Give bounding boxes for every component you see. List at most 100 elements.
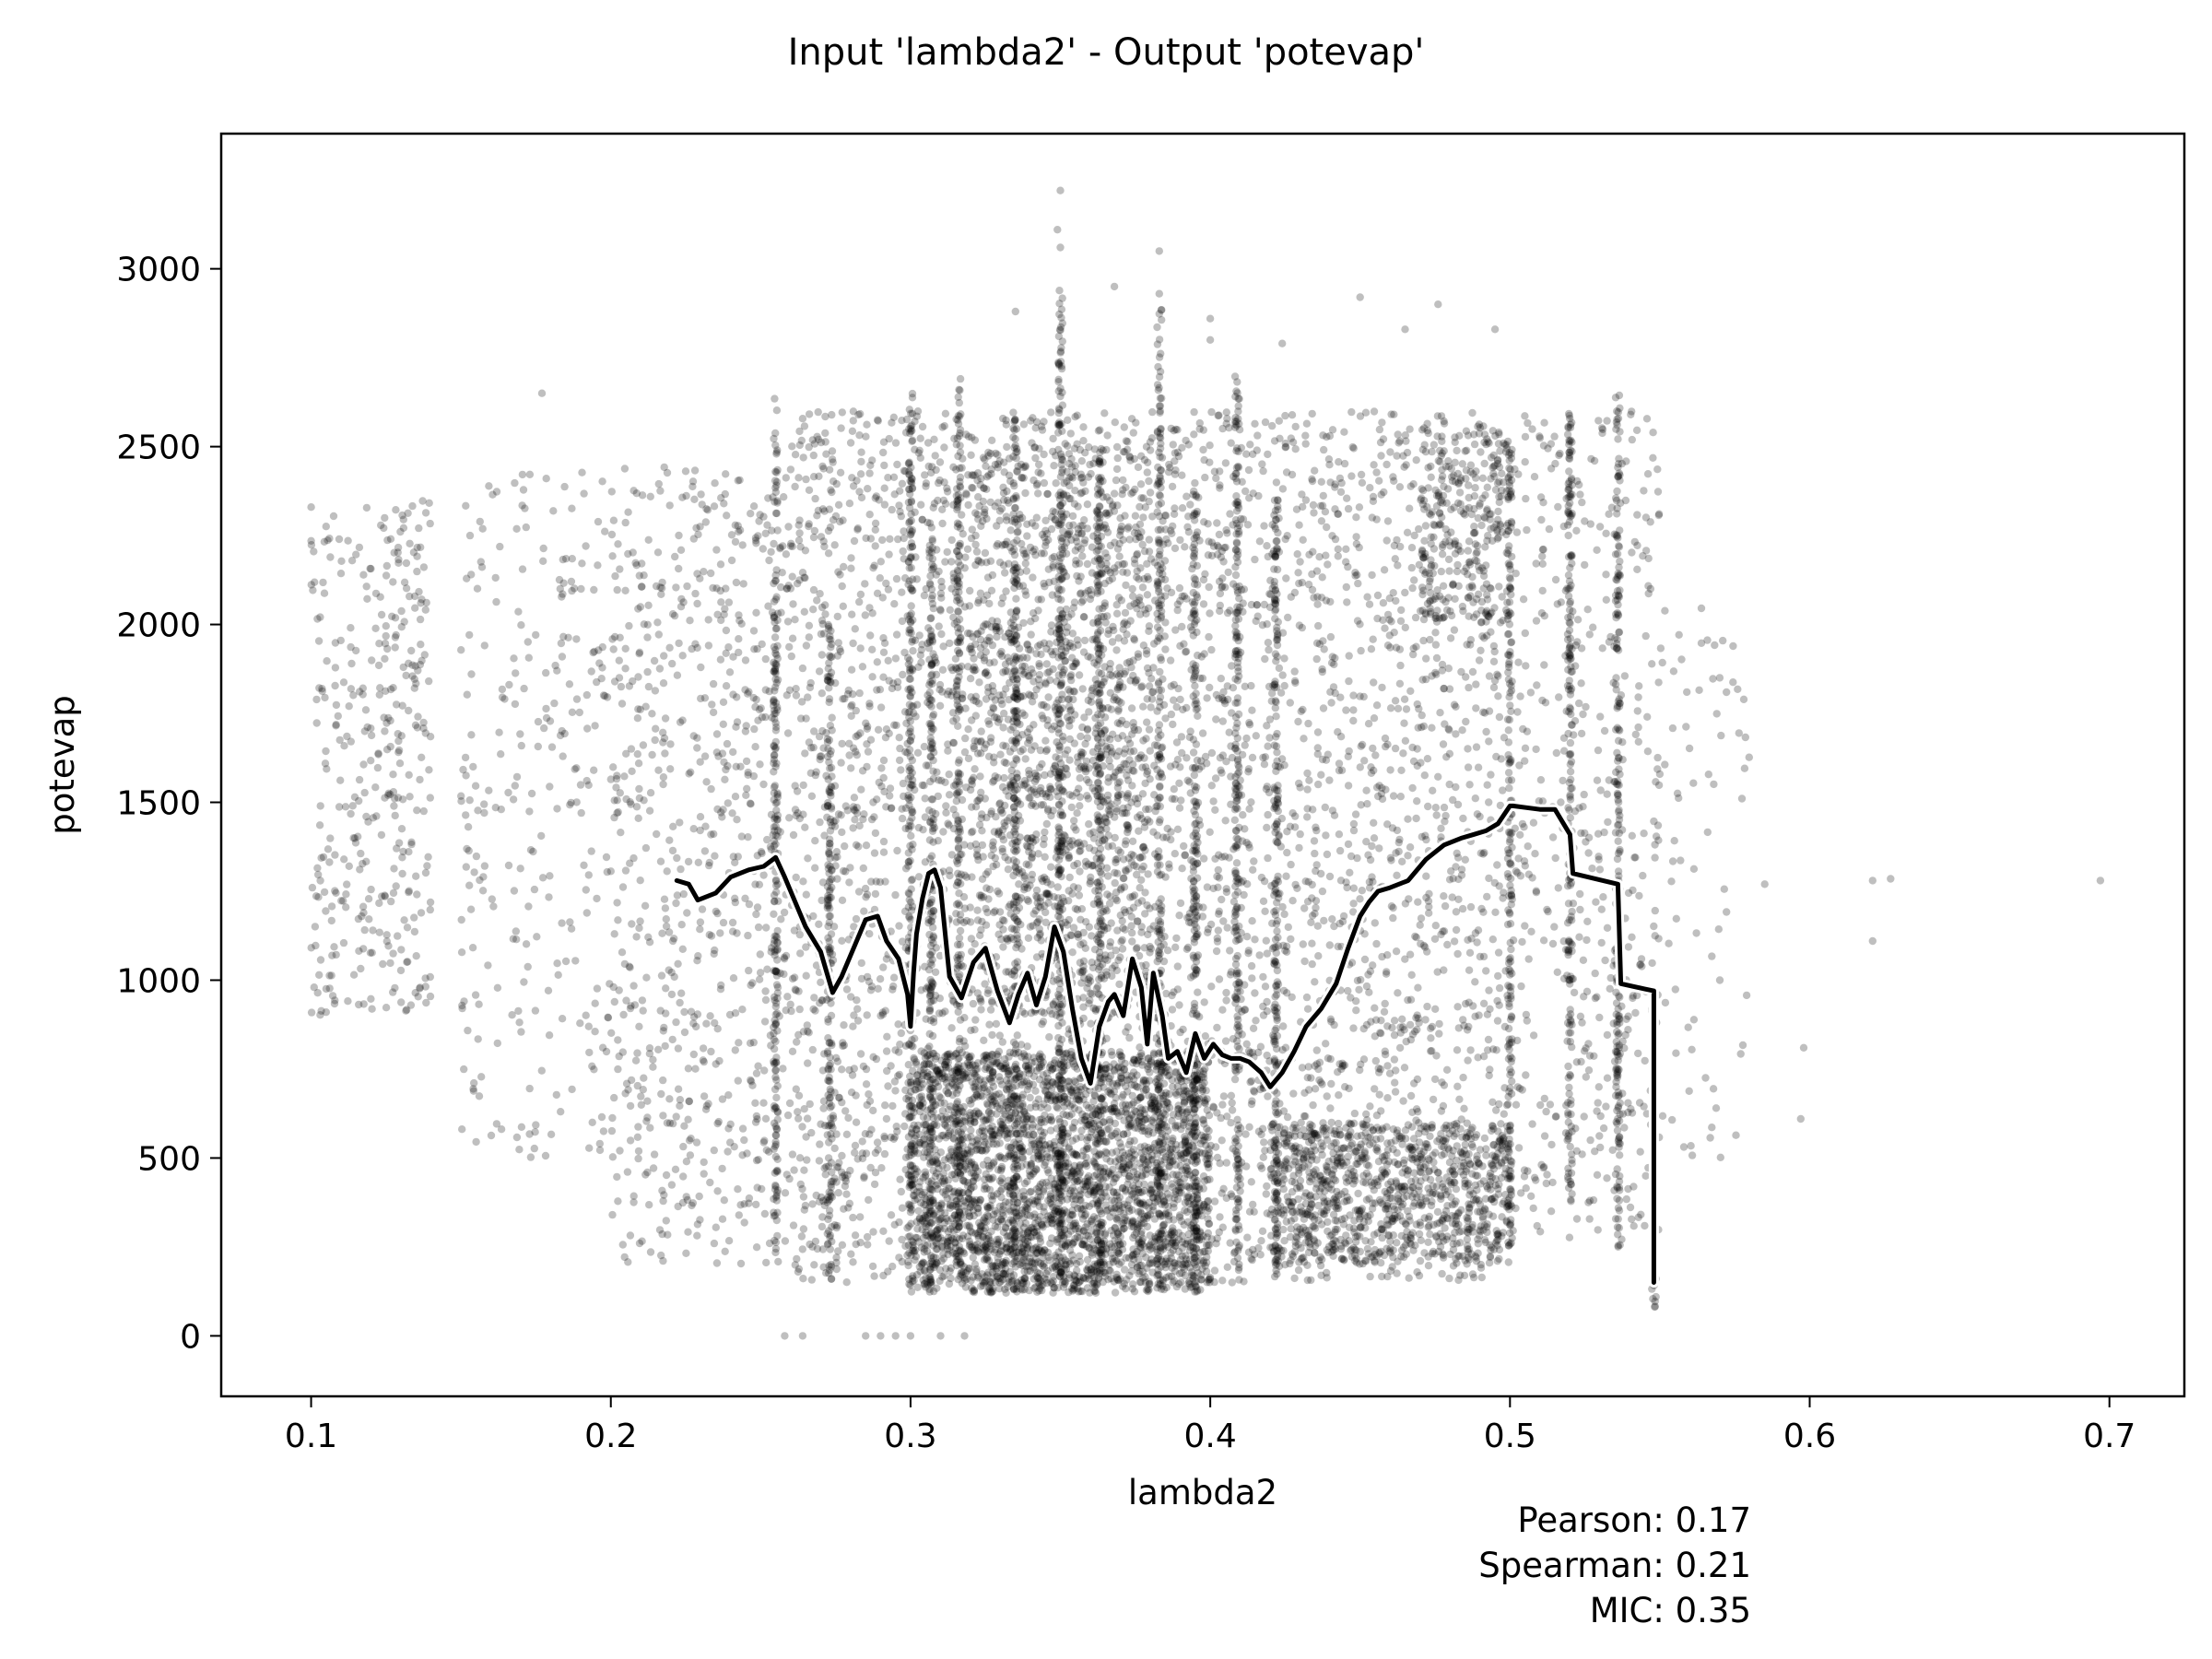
scatter-point <box>937 629 946 639</box>
scatter-point <box>922 761 931 770</box>
scatter-point <box>694 952 702 960</box>
scatter-point <box>725 1010 735 1019</box>
scatter-point <box>417 599 425 607</box>
scatter-point <box>570 584 579 593</box>
scatter-point <box>332 950 340 959</box>
scatter-point <box>621 866 630 875</box>
scatter-point <box>587 667 595 676</box>
scatter-point <box>837 424 845 432</box>
scatter-point <box>371 624 380 632</box>
scatter-point <box>612 783 620 792</box>
scatter-point <box>942 808 950 817</box>
scatter-point <box>517 621 525 629</box>
scatter-point <box>733 693 741 701</box>
scatter-point <box>891 890 900 900</box>
scatter-point <box>1168 482 1177 491</box>
scatter-point <box>1167 710 1176 719</box>
scatter-point <box>639 1006 647 1015</box>
scatter-point <box>710 949 718 959</box>
scatter-point <box>701 822 710 830</box>
scatter-point <box>418 753 426 761</box>
scatter-point <box>1215 1228 1224 1237</box>
scatter-point <box>678 1198 688 1207</box>
scatter-point <box>374 749 382 758</box>
scatter-point <box>531 1128 539 1136</box>
scatter-point <box>661 714 670 723</box>
scatter-point <box>707 569 715 578</box>
scatter-point <box>512 772 522 782</box>
scatter-point <box>318 685 326 693</box>
scatter-point <box>676 1101 684 1111</box>
scatter-point <box>504 788 512 797</box>
scatter-point <box>767 810 776 819</box>
scatter-point <box>891 1087 900 1095</box>
scatter-point <box>1004 865 1013 874</box>
scatter-point <box>809 451 818 460</box>
scatter-point <box>847 1250 855 1258</box>
scatter-point <box>754 1156 762 1164</box>
scatter-point <box>1189 847 1197 855</box>
scatter-point <box>900 1122 909 1131</box>
scatter-point <box>394 543 403 552</box>
scatter-point <box>861 580 869 588</box>
scatter-point <box>867 815 877 824</box>
scatter-point <box>468 943 477 952</box>
scatter-point <box>833 612 841 621</box>
scatter-point <box>644 933 653 941</box>
scatter-point <box>670 611 679 620</box>
scatter-point <box>862 1080 871 1088</box>
scatter-point <box>802 641 811 650</box>
scatter-point <box>572 798 581 806</box>
scatter-point <box>794 536 804 545</box>
scatter-point <box>716 586 724 595</box>
scatter-point <box>697 490 705 499</box>
scatter-point <box>921 794 929 803</box>
scatter-point <box>460 997 468 1006</box>
scatter-point <box>1259 897 1268 905</box>
scatter-point <box>719 806 727 814</box>
scatter-point <box>710 502 719 511</box>
scatter-point <box>972 547 982 556</box>
scatter-point <box>312 941 320 950</box>
scatter-point <box>635 648 644 656</box>
scatter-point <box>849 639 857 648</box>
scatter-point <box>392 506 400 514</box>
scatter-point <box>382 719 391 727</box>
scatter-point <box>314 637 324 645</box>
scatter-point <box>668 659 677 668</box>
scatter-point <box>754 716 762 724</box>
scatter-point <box>634 705 642 713</box>
scatter-point <box>557 639 566 648</box>
scatter-point <box>561 957 571 966</box>
scatter-point <box>849 1213 857 1222</box>
scatter-point <box>983 1100 993 1110</box>
scatter-point <box>731 894 739 902</box>
scatter-point <box>717 981 725 990</box>
scatter-point <box>935 458 945 466</box>
scatter-point <box>788 1047 797 1056</box>
scatter-point <box>508 1011 516 1019</box>
scatter-point <box>653 830 661 839</box>
scatter-point <box>943 484 951 492</box>
scatter-point <box>498 693 507 701</box>
scatter-point <box>632 933 641 941</box>
scatter-point <box>890 1220 899 1230</box>
scatter-point <box>1174 684 1182 693</box>
scatter-point <box>640 620 648 629</box>
scatter-point <box>862 893 870 901</box>
scatter-point <box>895 501 903 510</box>
scatter-point <box>1226 510 1234 518</box>
scatter-point <box>613 771 621 780</box>
scatter-point <box>747 1077 756 1086</box>
scatter-point <box>643 1113 652 1122</box>
scatter-point <box>514 607 523 616</box>
scatter-point <box>1228 1099 1236 1107</box>
scatter-point <box>1041 526 1050 535</box>
scatter-point <box>852 914 861 924</box>
scatter-point <box>848 1071 857 1079</box>
scatter-point <box>751 1118 760 1126</box>
scatter-point <box>492 1120 501 1128</box>
scatter-point <box>572 695 582 703</box>
scatter-point <box>1223 682 1232 690</box>
scatter-point <box>1003 487 1011 496</box>
